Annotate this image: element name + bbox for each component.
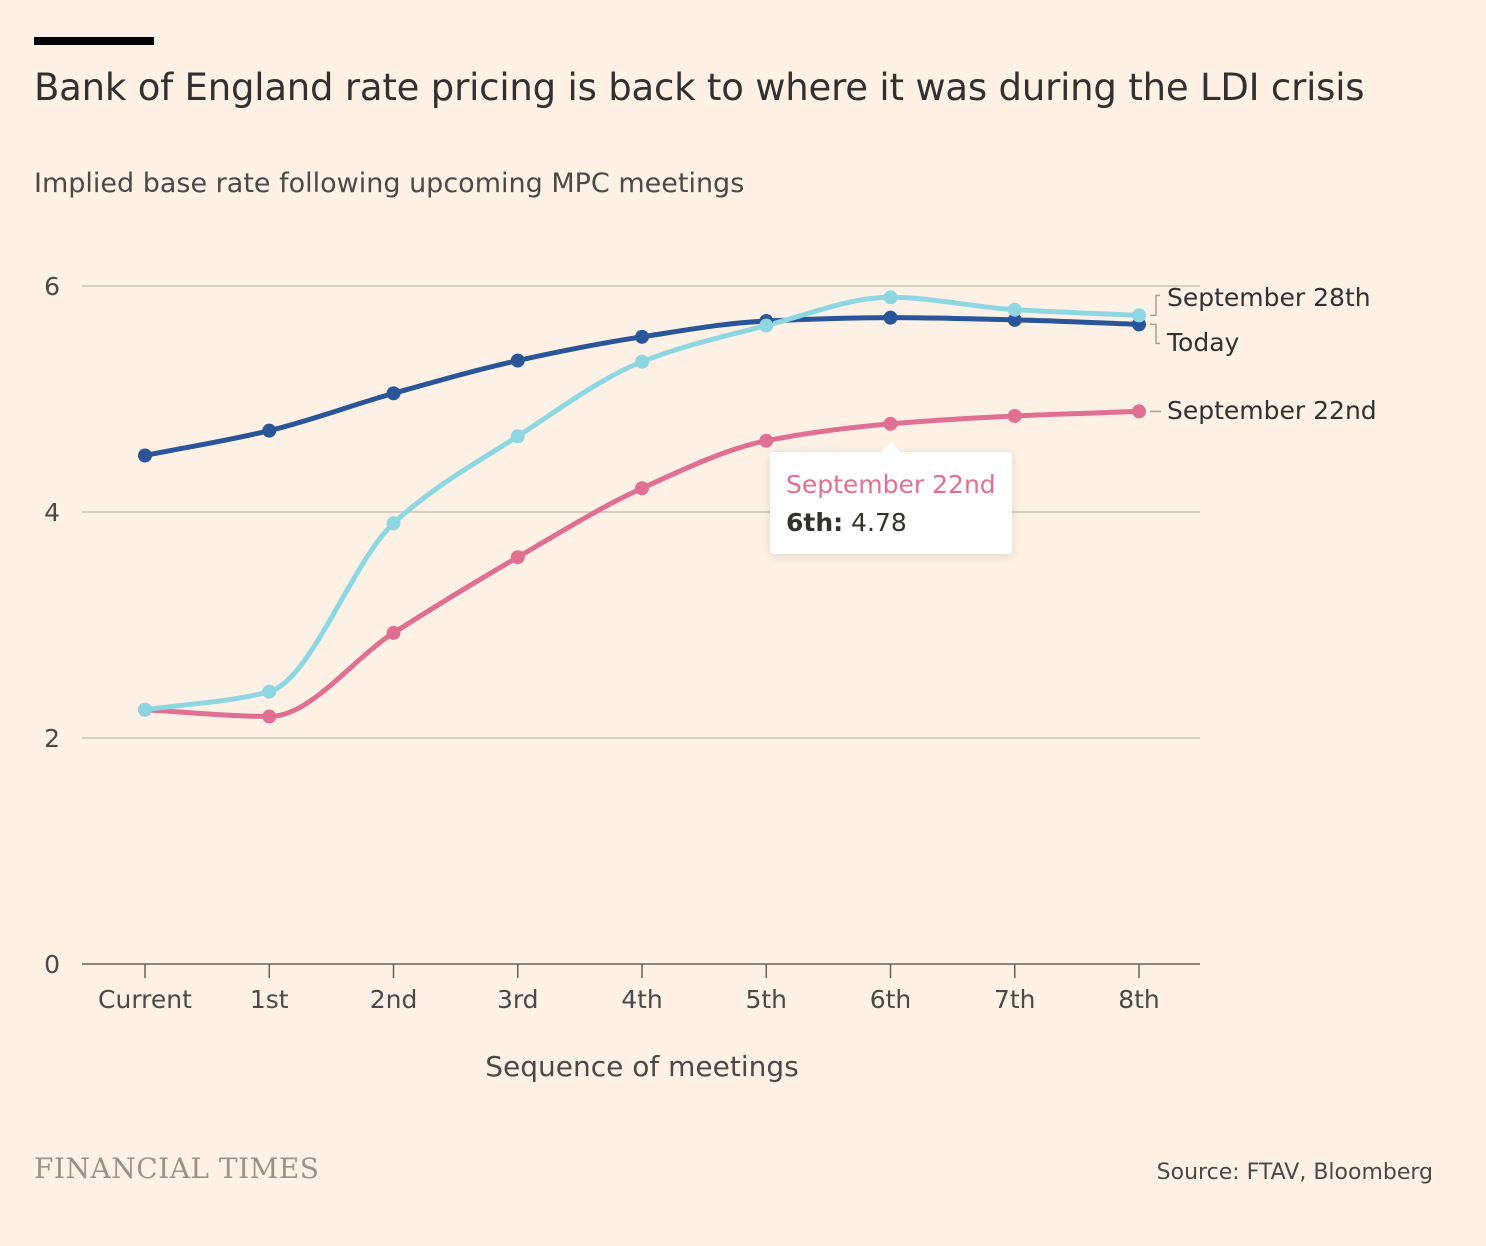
y-tick-label-6: 6 bbox=[44, 272, 60, 301]
data-point-september-22nd bbox=[510, 550, 525, 565]
data-point-today bbox=[138, 448, 152, 463]
tooltip-series-name: September 22nd bbox=[786, 470, 996, 499]
x-tick-label: 3rd bbox=[497, 985, 539, 1014]
data-point-september-22nd bbox=[635, 481, 649, 496]
series-line-september-28th bbox=[142, 294, 1142, 713]
data-point-today bbox=[883, 310, 898, 325]
data-point-september-22nd bbox=[1132, 404, 1146, 419]
data-point-september-28th bbox=[138, 702, 152, 717]
data-point-today bbox=[635, 329, 649, 344]
data-point-september-28th bbox=[1132, 308, 1146, 323]
x-axis-label: Sequence of meetings bbox=[485, 1050, 799, 1083]
x-tick-label: 5th bbox=[745, 985, 787, 1014]
chart-title: Bank of England rate pricing is back to … bbox=[34, 66, 1365, 109]
x-tick-label: Current bbox=[98, 985, 192, 1014]
x-tick-label: 2nd bbox=[370, 985, 418, 1014]
series-label-today: Today bbox=[1166, 328, 1240, 357]
x-tick-label: 1st bbox=[250, 985, 289, 1014]
data-point-today bbox=[386, 386, 401, 401]
tooltip-value-line: 6th: 4.78 bbox=[786, 508, 907, 537]
x-tick-label: 6th bbox=[870, 985, 912, 1014]
label-connector-september-28th bbox=[1150, 294, 1160, 317]
data-point-september-28th bbox=[635, 354, 649, 369]
source-note: Source: FTAV, Bloomberg bbox=[1156, 1160, 1433, 1185]
x-tick-label: 4th bbox=[621, 985, 663, 1014]
y-tick-label-2: 2 bbox=[44, 724, 60, 753]
data-point-today bbox=[510, 353, 525, 368]
data-point-today bbox=[262, 423, 277, 438]
data-point-september-28th bbox=[1007, 302, 1022, 317]
x-tick-label: 7th bbox=[994, 985, 1036, 1014]
series-labels: September 28th Today September 22nd bbox=[1150, 283, 1377, 425]
data-point-september-28th bbox=[759, 318, 774, 333]
x-axis: Current 1st 2nd 3rd 4th 5th 6th 7th 8th bbox=[82, 963, 1200, 1014]
series-label-september-22nd: September 22nd bbox=[1167, 396, 1377, 425]
data-tooltip: September 22nd 6th: 4.78 bbox=[770, 442, 1012, 554]
data-point-september-28th bbox=[386, 516, 401, 531]
y-tick-label-0: 0 bbox=[44, 950, 60, 979]
y-tick-label-4: 4 bbox=[44, 498, 60, 527]
series-points bbox=[138, 290, 1146, 724]
tooltip-value: 4.78 bbox=[851, 508, 907, 537]
data-point-september-28th bbox=[262, 684, 277, 699]
data-point-september-22nd bbox=[262, 709, 277, 724]
chart-subtitle: Implied base rate following upcoming MPC… bbox=[34, 168, 745, 199]
data-point-september-28th bbox=[883, 290, 898, 305]
y-axis-ticks: 0 2 4 6 bbox=[44, 272, 60, 979]
data-point-september-22nd bbox=[386, 625, 401, 640]
ft-logo: FINANCIAL TIMES bbox=[34, 1152, 320, 1185]
tooltip-category: 6th: bbox=[786, 508, 844, 537]
top-rule bbox=[34, 37, 154, 45]
gridlines bbox=[82, 285, 1200, 739]
label-connector-today bbox=[1150, 323, 1160, 345]
x-tick-label: 8th bbox=[1118, 985, 1160, 1014]
data-point-september-22nd bbox=[883, 416, 898, 431]
data-point-september-28th bbox=[510, 429, 525, 444]
data-point-september-22nd bbox=[759, 433, 774, 448]
data-point-today bbox=[1007, 312, 1022, 327]
data-point-september-22nd bbox=[1007, 408, 1022, 423]
series-label-september-28th: September 28th bbox=[1167, 283, 1371, 312]
